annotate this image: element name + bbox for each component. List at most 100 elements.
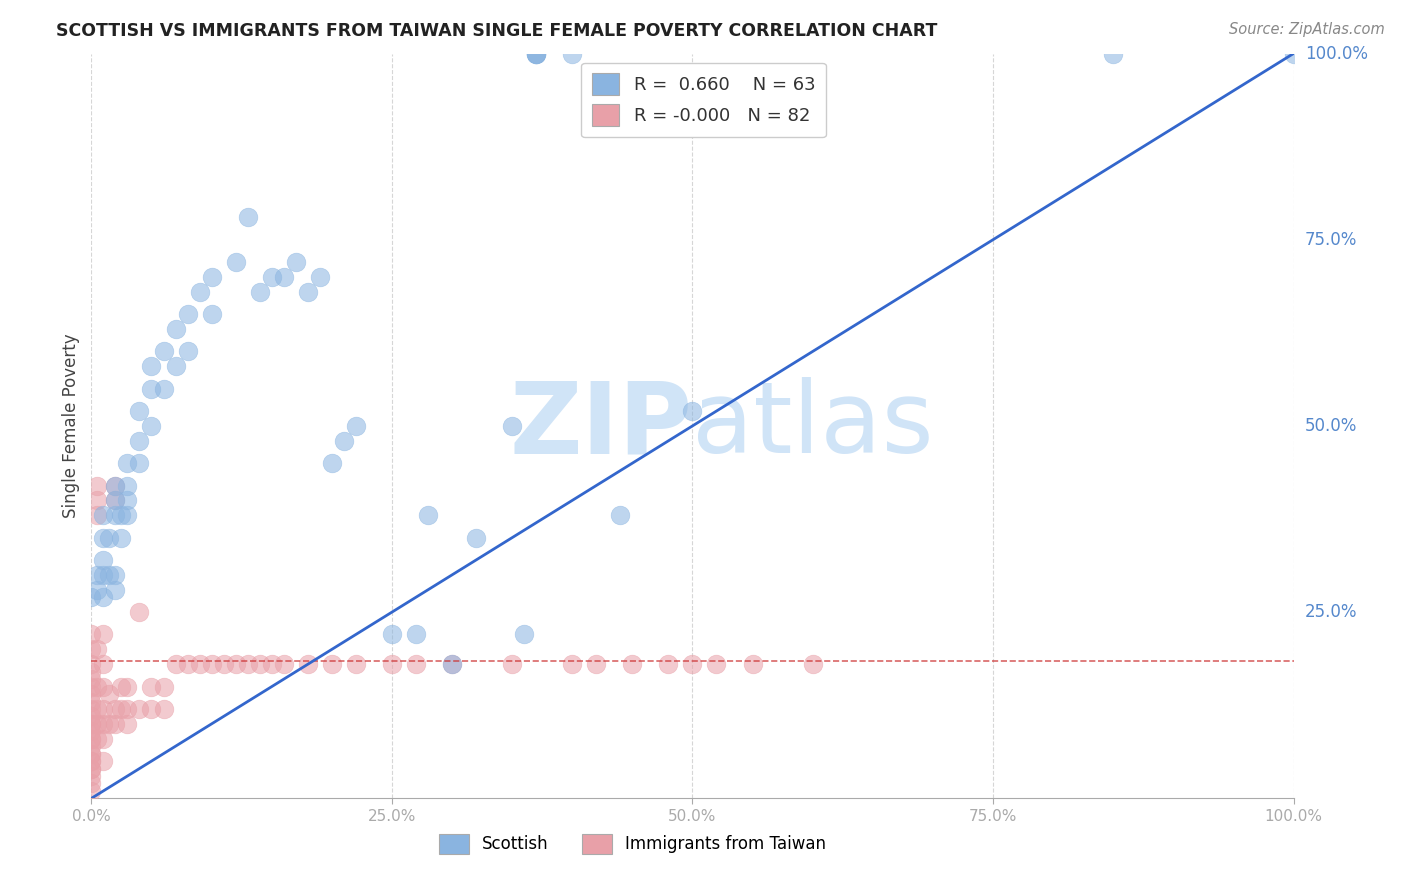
Point [86,642,108,657]
Point [524,46,547,61]
Point [80,680,103,694]
Point [86,731,108,746]
Point [212,657,235,672]
Point [585,657,607,672]
Point [524,46,547,61]
Point [80,642,103,657]
Point [93,702,115,716]
Legend: Scottish, Immigrants from Taiwan: Scottish, Immigrants from Taiwan [432,827,832,861]
Point [80,739,103,754]
Point [117,478,139,492]
Point [201,307,224,321]
Point [80,731,103,746]
Point [110,531,132,545]
Point [117,717,139,731]
Point [104,478,127,492]
Point [260,657,283,672]
Point [524,46,547,61]
Point [86,680,108,694]
Point [141,419,163,434]
Point [260,270,283,285]
Point [165,322,187,336]
Point [176,344,198,359]
Point [188,285,211,299]
Point [225,255,247,269]
Point [706,657,728,672]
Point [201,657,224,672]
Text: 25.0%: 25.0% [1305,603,1357,621]
Point [501,419,523,434]
Point [681,404,703,418]
Point [117,702,139,716]
Point [80,665,103,679]
Point [344,419,367,434]
Point [141,702,163,716]
Text: 75.0%: 75.0% [1305,231,1357,249]
Point [80,724,103,739]
Point [80,709,103,723]
Point [416,508,439,523]
Point [104,702,127,716]
Point [86,508,108,523]
Point [80,672,103,686]
Point [165,657,187,672]
Point [80,731,103,746]
Point [104,493,127,508]
Point [104,717,127,731]
Point [93,657,115,672]
Point [80,627,103,641]
Point [80,747,103,761]
Point [141,359,163,374]
Point [117,456,139,470]
Point [201,270,224,285]
Point [609,508,631,523]
Point [284,255,307,269]
Point [321,657,343,672]
Point [93,568,115,582]
Point [1102,46,1125,61]
Point [80,762,103,776]
Point [297,657,319,672]
Point [141,680,163,694]
Point [152,702,174,716]
Point [86,702,108,716]
Point [344,657,367,672]
Point [249,657,271,672]
Point [117,508,139,523]
Point [104,508,127,523]
Point [93,591,115,605]
Point [249,285,271,299]
Point [128,605,150,619]
Point [104,582,127,597]
Point [405,657,427,672]
Point [681,657,703,672]
Point [93,508,115,523]
Point [110,508,132,523]
Point [308,270,330,285]
Point [801,657,824,672]
Point [104,478,127,492]
Point [98,531,121,545]
Point [80,717,103,731]
Point [86,582,108,597]
Point [465,531,488,545]
Point [128,404,150,418]
Point [440,657,463,672]
Point [80,784,103,798]
Point [117,680,139,694]
Point [621,657,644,672]
Y-axis label: Single Female Poverty: Single Female Poverty [62,334,80,518]
Point [93,627,115,641]
Point [80,762,103,776]
Point [176,657,198,672]
Point [104,493,127,508]
Point [104,568,127,582]
Text: 100.0%: 100.0% [1305,45,1368,62]
Point [188,657,211,672]
Point [98,717,121,731]
Point [80,769,103,783]
Point [333,434,356,448]
Point [80,657,103,672]
Point [273,657,295,672]
Point [93,717,115,731]
